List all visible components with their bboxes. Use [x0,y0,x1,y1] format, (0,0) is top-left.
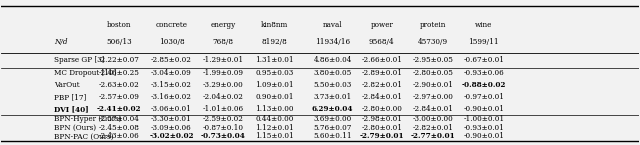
Text: kin8nm: kin8nm [261,21,289,29]
Text: 1030/8: 1030/8 [159,38,184,46]
Text: 1.09±0.01: 1.09±0.01 [255,81,294,89]
Text: -1.29±0.01: -1.29±0.01 [203,56,244,64]
Text: 11934/16: 11934/16 [315,38,350,46]
Text: -3.16±0.02: -3.16±0.02 [151,93,192,101]
Text: VarOut: VarOut [54,81,79,89]
Text: -2.63±0.02: -2.63±0.02 [99,81,140,89]
Text: 5.76±0.07: 5.76±0.07 [314,124,352,132]
Text: -2.97±0.00: -2.97±0.00 [412,93,453,101]
Text: 0.44±0.00: 0.44±0.00 [255,115,294,123]
Text: 4.86±0.04: 4.86±0.04 [314,56,352,64]
Text: -0.93±0.01: -0.93±0.01 [463,124,504,132]
Text: 1.15±0.01: 1.15±0.01 [255,133,294,141]
Text: BPN-PAC (Ours): BPN-PAC (Ours) [54,133,113,141]
Text: -2.66±0.01: -2.66±0.01 [362,56,403,64]
Text: 3.73±0.01: 3.73±0.01 [314,93,352,101]
Text: wine: wine [475,21,492,29]
Text: Sparse GP [3]: Sparse GP [3] [54,56,104,64]
Text: -2.82±0.01: -2.82±0.01 [362,81,403,89]
Text: -3.29±0.00: -3.29±0.00 [203,81,243,89]
Text: -2.04±0.02: -2.04±0.02 [203,93,244,101]
Text: 8192/8: 8192/8 [262,38,287,46]
Text: -0.97±0.01: -0.97±0.01 [463,93,504,101]
Text: -0.88±0.02: -0.88±0.02 [461,81,506,89]
Text: -2.45±0.08: -2.45±0.08 [99,124,140,132]
Text: -0.87±0.10: -0.87±0.10 [203,124,244,132]
Text: 5.60±0.11: 5.60±0.11 [314,133,352,141]
Text: -2.59±0.02: -2.59±0.02 [203,115,244,123]
Text: -2.80±0.00: -2.80±0.00 [362,105,403,113]
Text: boston: boston [107,21,132,29]
Text: -2.90±0.01: -2.90±0.01 [412,81,453,89]
Text: 1.12±0.01: 1.12±0.01 [255,124,294,132]
Text: -3.06±0.01: -3.06±0.01 [151,105,192,113]
Text: -2.77±0.01: -2.77±0.01 [410,133,455,141]
Text: -0.90±0.01: -0.90±0.01 [463,133,504,141]
Text: naval: naval [323,21,342,29]
Text: 6.29±0.04: 6.29±0.04 [312,105,353,113]
Text: -1.00±0.01: -1.00±0.01 [463,115,504,123]
Text: -0.73±0.04: -0.73±0.04 [201,133,246,141]
Text: -3.02±0.02: -3.02±0.02 [149,133,194,141]
Text: -0.90±0.01: -0.90±0.01 [463,105,504,113]
Text: -1.01±0.06: -1.01±0.06 [203,105,244,113]
Text: -2.89±0.01: -2.89±0.01 [362,69,403,77]
Text: -2.46±0.25: -2.46±0.25 [99,69,140,77]
Text: -2.84±0.01: -2.84±0.01 [362,93,403,101]
Text: N/d: N/d [54,38,67,46]
Text: 0.90±0.01: 0.90±0.01 [255,93,294,101]
Text: -2.84±0.01: -2.84±0.01 [412,105,453,113]
Text: MC Dropout [10]: MC Dropout [10] [54,69,116,77]
Text: 1599/11: 1599/11 [468,38,499,46]
Text: BPN-Hyper (Ours): BPN-Hyper (Ours) [54,115,121,123]
Text: -2.57±0.04: -2.57±0.04 [99,115,140,123]
Text: 5.50±0.03: 5.50±0.03 [314,81,352,89]
Text: -2.57±0.09: -2.57±0.09 [99,93,140,101]
Text: 9568/4: 9568/4 [369,38,395,46]
Text: 0.95±0.03: 0.95±0.03 [255,69,294,77]
Text: -3.15±0.02: -3.15±0.02 [151,81,192,89]
Text: -3.04±0.09: -3.04±0.09 [151,69,192,77]
Text: protein: protein [420,21,446,29]
Text: -0.93±0.06: -0.93±0.06 [463,69,504,77]
Text: 3.69±0.00: 3.69±0.00 [314,115,352,123]
Text: -2.41±0.02: -2.41±0.02 [97,105,141,113]
Text: power: power [371,21,393,29]
Text: -2.98±0.01: -2.98±0.01 [362,115,403,123]
Text: -2.80±0.01: -2.80±0.01 [362,124,403,132]
Text: PBP [17]: PBP [17] [54,93,86,101]
Text: 1.31±0.01: 1.31±0.01 [255,56,294,64]
Text: 506/13: 506/13 [106,38,132,46]
Text: energy: energy [211,21,236,29]
Text: -3.30±0.01: -3.30±0.01 [151,115,192,123]
Text: -2.43±0.06: -2.43±0.06 [99,133,140,141]
Text: -2.22±0.07: -2.22±0.07 [99,56,140,64]
Text: -2.80±0.05: -2.80±0.05 [412,69,453,77]
Text: 3.80±0.05: 3.80±0.05 [314,69,352,77]
Text: 1.13±0.00: 1.13±0.00 [255,105,294,113]
Text: -3.09±0.06: -3.09±0.06 [151,124,192,132]
Text: BPN (Ours): BPN (Ours) [54,124,96,132]
Text: -2.82±0.01: -2.82±0.01 [412,124,453,132]
Text: -2.85±0.02: -2.85±0.02 [151,56,192,64]
Text: -2.79±0.01: -2.79±0.01 [360,133,404,141]
Text: -2.95±0.05: -2.95±0.05 [412,56,453,64]
Text: -1.99±0.09: -1.99±0.09 [203,69,244,77]
Text: -3.00±0.00: -3.00±0.00 [412,115,453,123]
Text: 45730/9: 45730/9 [418,38,448,46]
Text: concrete: concrete [156,21,188,29]
Text: -0.67±0.01: -0.67±0.01 [463,56,504,64]
Text: DVI [40]: DVI [40] [54,105,88,113]
Text: 768/8: 768/8 [212,38,234,46]
